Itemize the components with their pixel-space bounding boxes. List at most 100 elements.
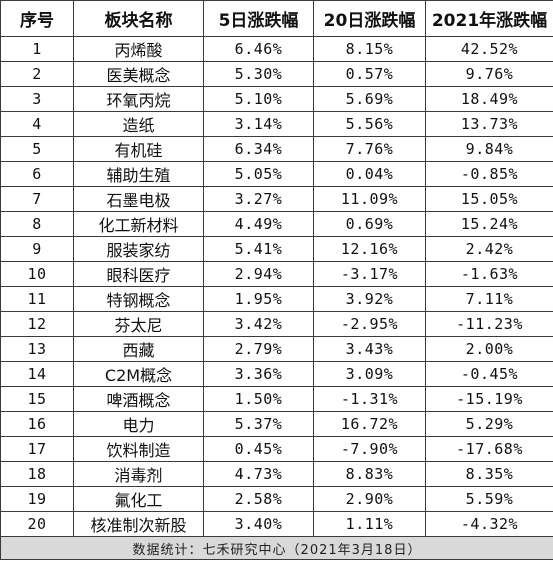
sector-name-cell: 西藏	[73, 336, 204, 362]
change-20day-cell: 0.04%	[313, 161, 426, 187]
change-5day-cell: 5.41%	[203, 236, 314, 262]
change-20day-cell: 5.56%	[313, 111, 426, 137]
data-source-note: 数据统计：七禾研究中心（2021年3月18日）	[0, 536, 553, 560]
change-20day-cell: -2.95%	[313, 311, 426, 337]
change-20day-cell: -1.31%	[313, 386, 426, 412]
change-2021-cell: -4.32%	[425, 511, 553, 537]
rank-cell: 10	[0, 261, 74, 287]
table-row: 17 饮料制造 0.45% -7.90% -17.68%	[0, 436, 553, 462]
table-row: 1 丙烯酸 6.46% 8.15% 42.52%	[0, 36, 553, 62]
rank-cell: 4	[0, 111, 74, 137]
header-rank: 序号	[0, 0, 74, 37]
rank-cell: 9	[0, 236, 74, 262]
change-5day-cell: 3.42%	[203, 311, 314, 337]
table-row: 10 眼科医疗 2.94% -3.17% -1.63%	[0, 261, 553, 287]
sector-name-cell: 丙烯酸	[73, 36, 204, 62]
change-2021-cell: 7.11%	[425, 286, 553, 312]
change-2021-cell: 2.00%	[425, 336, 553, 362]
table-row: 5 有机硅 6.34% 7.76% 9.84%	[0, 136, 553, 162]
change-2021-cell: 8.35%	[425, 461, 553, 487]
sector-name-cell: 造纸	[73, 111, 204, 137]
change-5day-cell: 3.40%	[203, 511, 314, 537]
rank-cell: 3	[0, 86, 74, 112]
rank-cell: 5	[0, 136, 74, 162]
change-2021-cell: 15.05%	[425, 186, 553, 212]
change-5day-cell: 3.27%	[203, 186, 314, 212]
table-row: 14 C2M概念 3.36% 3.09% -0.45%	[0, 361, 553, 387]
table-row: 18 消毒剂 4.73% 8.83% 8.35%	[0, 461, 553, 487]
change-2021-cell: -1.63%	[425, 261, 553, 287]
change-5day-cell: 0.45%	[203, 436, 314, 462]
rank-cell: 11	[0, 286, 74, 312]
change-20day-cell: 5.69%	[313, 86, 426, 112]
sector-name-cell: 有机硅	[73, 136, 204, 162]
change-2021-cell: 9.76%	[425, 61, 553, 87]
sector-name-cell: 医美概念	[73, 61, 204, 87]
rank-cell: 15	[0, 386, 74, 412]
change-20day-cell: 3.92%	[313, 286, 426, 312]
change-2021-cell: -0.85%	[425, 161, 553, 187]
sector-name-cell: 眼科医疗	[73, 261, 204, 287]
table-row: 16 电力 5.37% 16.72% 5.29%	[0, 411, 553, 437]
change-2021-cell: 13.73%	[425, 111, 553, 137]
table-row: 19 氟化工 2.58% 2.90% 5.59%	[0, 486, 553, 512]
sector-name-cell: 环氧丙烷	[73, 86, 204, 112]
change-2021-cell: -0.45%	[425, 361, 553, 387]
change-20day-cell: 2.90%	[313, 486, 426, 512]
sector-name-cell: 化工新材料	[73, 211, 204, 237]
change-5day-cell: 6.34%	[203, 136, 314, 162]
table-row: 2 医美概念 5.30% 0.57% 9.76%	[0, 61, 553, 87]
change-20day-cell: 3.09%	[313, 361, 426, 387]
sector-name-cell: C2M概念	[73, 361, 204, 387]
rank-cell: 6	[0, 161, 74, 187]
change-5day-cell: 2.94%	[203, 261, 314, 287]
sector-name-cell: 辅助生殖	[73, 161, 204, 187]
change-5day-cell: 4.73%	[203, 461, 314, 487]
table-row: 20 核准制次新股 3.40% 1.11% -4.32%	[0, 511, 553, 537]
change-5day-cell: 1.50%	[203, 386, 314, 412]
table-body: 1 丙烯酸 6.46% 8.15% 42.52% 2 医美概念 5.30% 0.57% 9.76%…	[0, 36, 553, 537]
change-20day-cell: -3.17%	[313, 261, 426, 287]
table-row: 12 芬太尼 3.42% -2.95% -11.23%	[0, 311, 553, 337]
change-5day-cell: 4.49%	[203, 211, 314, 237]
table-row: 8 化工新材料 4.49% 0.69% 15.24%	[0, 211, 553, 237]
rank-cell: 2	[0, 61, 74, 87]
change-20day-cell: 16.72%	[313, 411, 426, 437]
rank-cell: 20	[0, 511, 74, 537]
change-2021-cell: 5.59%	[425, 486, 553, 512]
rank-cell: 13	[0, 336, 74, 362]
rank-cell: 19	[0, 486, 74, 512]
change-5day-cell: 1.95%	[203, 286, 314, 312]
change-20day-cell: 1.11%	[313, 511, 426, 537]
header-row: 序号 板块名称 5日涨跌幅 20日涨跌幅 2021年涨跌幅	[0, 0, 553, 37]
header-20day-change: 20日涨跌幅	[313, 0, 426, 37]
change-5day-cell: 3.14%	[203, 111, 314, 137]
change-20day-cell: 0.57%	[313, 61, 426, 87]
sector-name-cell: 电力	[73, 411, 204, 437]
footer-row: 数据统计：七禾研究中心（2021年3月18日）	[0, 536, 553, 560]
change-2021-cell: 9.84%	[425, 136, 553, 162]
rank-cell: 14	[0, 361, 74, 387]
table-row: 7 石墨电极 3.27% 11.09% 15.05%	[0, 186, 553, 212]
change-5day-cell: 3.36%	[203, 361, 314, 387]
header-2021-change: 2021年涨跌幅	[425, 0, 553, 37]
sector-name-cell: 氟化工	[73, 486, 204, 512]
header-5day-change: 5日涨跌幅	[203, 0, 314, 37]
change-2021-cell: 42.52%	[425, 36, 553, 62]
sector-name-cell: 消毒剂	[73, 461, 204, 487]
table-row: 6 辅助生殖 5.05% 0.04% -0.85%	[0, 161, 553, 187]
change-5day-cell: 6.46%	[203, 36, 314, 62]
change-2021-cell: -11.23%	[425, 311, 553, 337]
sector-name-cell: 啤酒概念	[73, 386, 204, 412]
rank-cell: 7	[0, 186, 74, 212]
sector-name-cell: 特钢概念	[73, 286, 204, 312]
table-row: 4 造纸 3.14% 5.56% 13.73%	[0, 111, 553, 137]
table-row: 3 环氧丙烷 5.10% 5.69% 18.49%	[0, 86, 553, 112]
change-5day-cell: 5.30%	[203, 61, 314, 87]
table-row: 11 特钢概念 1.95% 3.92% 7.11%	[0, 286, 553, 312]
change-20day-cell: 8.83%	[313, 461, 426, 487]
rank-cell: 1	[0, 36, 74, 62]
change-20day-cell: 7.76%	[313, 136, 426, 162]
